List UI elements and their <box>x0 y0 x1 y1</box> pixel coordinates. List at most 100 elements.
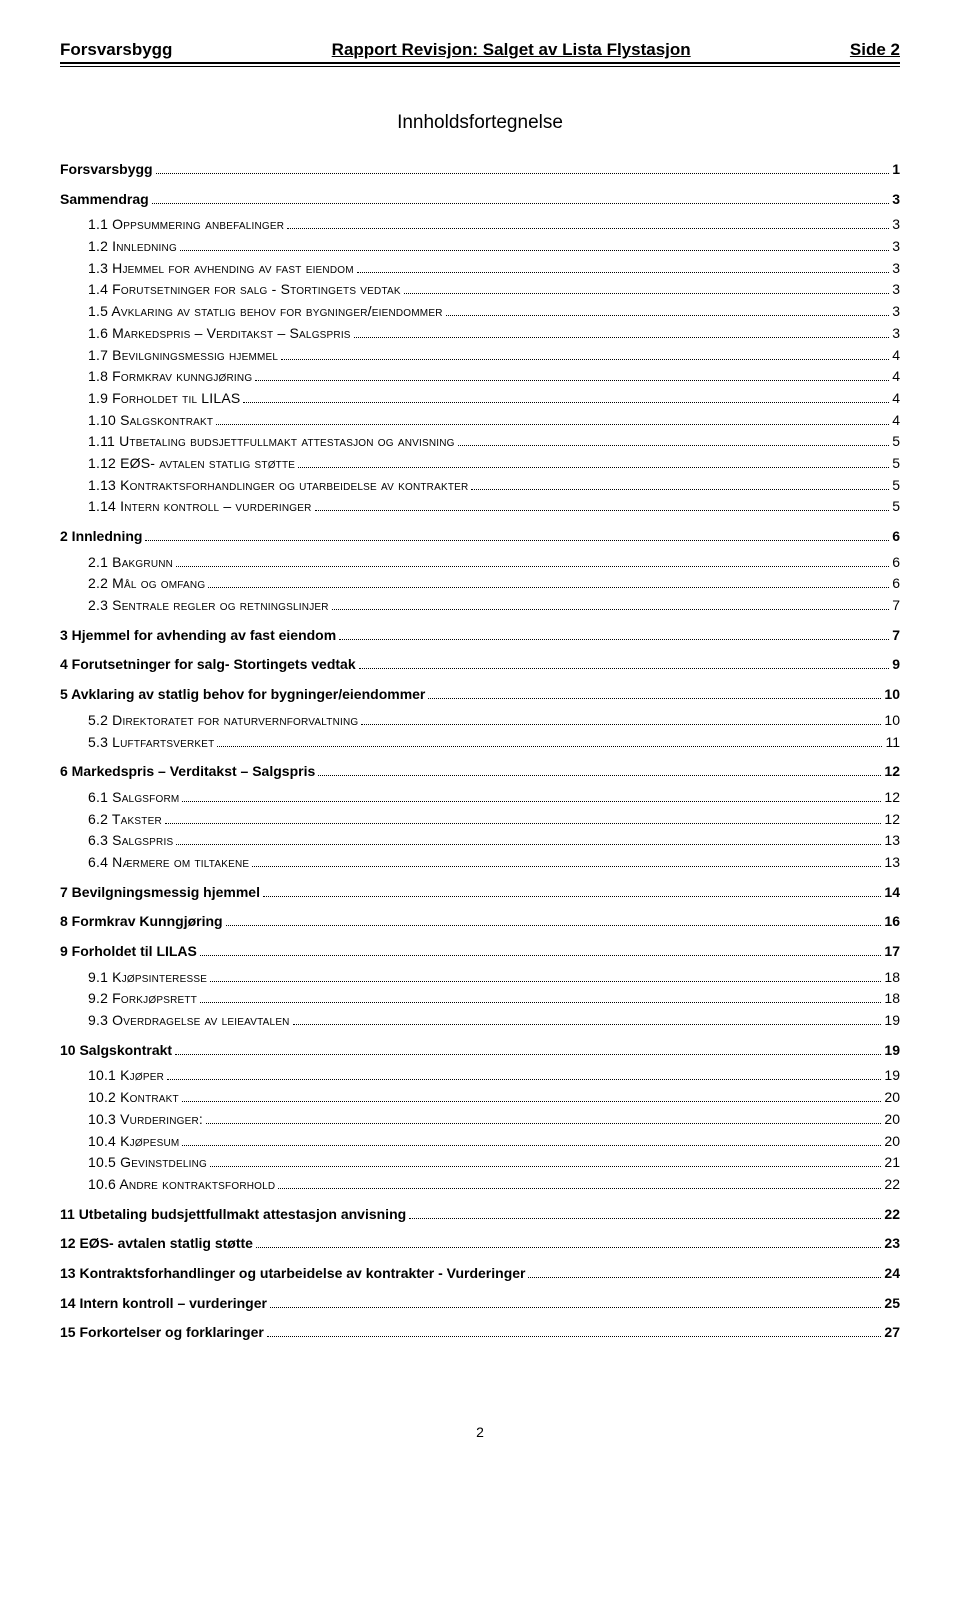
toc-entry: 1.13 Kontraktsforhandlinger og utarbeide… <box>88 475 900 497</box>
toc-page-number: 22 <box>884 1174 900 1196</box>
toc-label: 5 Avklaring av statlig behov for bygning… <box>60 684 425 706</box>
toc-entry: 1.10 Salgskontrakt 4 <box>88 410 900 432</box>
toc-page-number: 24 <box>884 1263 900 1285</box>
toc-label: 10.1 Kjøper <box>88 1065 164 1087</box>
toc-page-number: 4 <box>892 410 900 432</box>
toc-page-number: 3 <box>892 301 900 323</box>
toc-leader-dots <box>287 228 889 229</box>
toc-entry: 1.7 Bevilgningsmessig hjemmel4 <box>88 345 900 367</box>
toc-entry: 2.3 Sentrale regler og retningslinjer7 <box>88 595 900 617</box>
toc-label: 1.8 Formkrav kunngjøring <box>88 366 252 388</box>
toc-page-number: 16 <box>884 911 900 933</box>
toc-entry: 2 Innledning 6 <box>60 526 900 548</box>
toc-label: 4 Forutsetninger for salg- Stortingets v… <box>60 654 356 676</box>
toc-leader-dots <box>200 955 882 956</box>
page-header: Forsvarsbygg Rapport Revisjon: Salget av… <box>60 40 900 64</box>
toc-leader-dots <box>256 1247 881 1248</box>
toc-entry: 8 Formkrav Kunngjøring 16 <box>60 911 900 933</box>
toc-page-number: 6 <box>892 526 900 548</box>
toc-entry: 2.1 Bakgrunn 6 <box>88 552 900 574</box>
toc-page-number: 3 <box>892 236 900 258</box>
toc-entry: 1.2 Innledning3 <box>88 236 900 258</box>
toc-entry: 9.2 Forkjøpsrett18 <box>88 988 900 1010</box>
toc-entry: 10.4 Kjøpesum20 <box>88 1131 900 1153</box>
toc-page-number: 5 <box>892 475 900 497</box>
page-number: 2 <box>60 1424 900 1440</box>
toc-page-number: 3 <box>892 258 900 280</box>
toc-label: 15 Forkortelser og forklaringer <box>60 1322 264 1344</box>
toc-leader-dots <box>263 896 881 897</box>
toc-leader-dots <box>357 272 889 273</box>
toc-entry: 1.5 Avklaring av statlig behov for bygni… <box>88 301 900 323</box>
toc-leader-dots <box>528 1277 881 1278</box>
toc-label: 10.4 Kjøpesum <box>88 1131 179 1153</box>
toc-label: 2.1 Bakgrunn <box>88 552 173 574</box>
toc-leader-dots <box>216 424 889 425</box>
toc-leader-dots <box>208 587 889 588</box>
header-left: Forsvarsbygg <box>60 40 172 60</box>
toc-leader-dots <box>243 402 889 403</box>
toc-label: 12 EØS- avtalen statlig støtte <box>60 1233 253 1255</box>
toc-leader-dots <box>446 315 890 316</box>
toc-label: 8 Formkrav Kunngjøring <box>60 911 223 933</box>
toc-leader-dots <box>404 293 889 294</box>
toc-page-number: 5 <box>892 453 900 475</box>
toc-label: 9.2 Forkjøpsrett <box>88 988 197 1010</box>
toc-label: 6.2 Takster <box>88 809 162 831</box>
toc-leader-dots <box>428 698 881 699</box>
toc-entry: 1.3 Hjemmel for avhending av fast eiendo… <box>88 258 900 280</box>
toc-page-number: 23 <box>884 1233 900 1255</box>
toc-page-number: 20 <box>884 1087 900 1109</box>
toc-page-number: 10 <box>884 684 900 706</box>
toc-label: 10.6 Andre kontraktsforhold <box>88 1174 275 1196</box>
toc-entry: 4 Forutsetninger for salg- Stortingets v… <box>60 654 900 676</box>
toc-entry: 9.1 Kjøpsinteresse18 <box>88 967 900 989</box>
toc-entry: 10.2 Kontrakt20 <box>88 1087 900 1109</box>
toc-entry: 6.2 Takster12 <box>88 809 900 831</box>
toc-entry: 10.5 Gevinstdeling21 <box>88 1152 900 1174</box>
toc-label: 1.6 Markedspris – Verditakst – Salgspris <box>88 323 351 345</box>
toc-label: 9 Forholdet til LILAS <box>60 941 197 963</box>
toc-entry: 13 Kontraktsforhandlinger og utarbeidels… <box>60 1263 900 1285</box>
toc-label: 2.2 Mål og omfang <box>88 573 205 595</box>
toc-entry: 5.2 Direktoratet for naturvernforvaltnin… <box>88 710 900 732</box>
toc-label: 9.1 Kjøpsinteresse <box>88 967 207 989</box>
toc-entry: 5 Avklaring av statlig behov for bygning… <box>60 684 900 706</box>
toc-page-number: 5 <box>892 496 900 518</box>
toc-page-number: 20 <box>884 1109 900 1131</box>
toc-label: 1.4 Forutsetninger for salg - Stortinget… <box>88 279 401 301</box>
toc-label: 10.3 Vurderinger: <box>88 1109 203 1131</box>
toc-label: 1.13 Kontraktsforhandlinger og utarbeide… <box>88 475 468 497</box>
toc-label: 6.1 Salgsform <box>88 787 179 809</box>
toc-page-number: 3 <box>892 214 900 236</box>
toc-entry: 9 Forholdet til LILAS17 <box>60 941 900 963</box>
toc-leader-dots <box>200 1002 881 1003</box>
toc-leader-dots <box>409 1218 881 1219</box>
toc-leader-dots <box>167 1079 881 1080</box>
toc-entry: 9.3 Overdragelse av leieavtalen19 <box>88 1010 900 1032</box>
toc-entry: 2.2 Mål og omfang6 <box>88 573 900 595</box>
toc-entry: 6.1 Salgsform12 <box>88 787 900 809</box>
toc-label: 1.10 Salgskontrakt <box>88 410 213 432</box>
toc-entry: 1.14 Intern kontroll – vurderinger5 <box>88 496 900 518</box>
toc-label: 1.7 Bevilgningsmessig hjemmel <box>88 345 278 367</box>
toc-page-number: 27 <box>884 1322 900 1344</box>
toc-page-number: 19 <box>884 1065 900 1087</box>
toc-leader-dots <box>278 1188 881 1189</box>
toc-page-number: 7 <box>892 595 900 617</box>
header-divider <box>60 64 900 67</box>
toc-entry: 1.9 Forholdet til LILAS4 <box>88 388 900 410</box>
toc-entry: 1.8 Formkrav kunngjøring4 <box>88 366 900 388</box>
toc-label: 6.4 Nærmere om tiltakene <box>88 852 249 874</box>
toc-label: 2 Innledning <box>60 526 142 548</box>
document-page: Forsvarsbygg Rapport Revisjon: Salget av… <box>0 0 960 1470</box>
toc-entry: 10.3 Vurderinger: 20 <box>88 1109 900 1131</box>
toc-entry: 10.1 Kjøper 19 <box>88 1065 900 1087</box>
toc-leader-dots <box>458 445 890 446</box>
toc-label: 3 Hjemmel for avhending av fast eiendom <box>60 625 336 647</box>
toc-label: Sammendrag <box>60 189 149 211</box>
toc-leader-dots <box>471 489 889 490</box>
toc-page-number: 10 <box>884 710 900 732</box>
toc-leader-dots <box>182 1145 881 1146</box>
toc-page-number: 6 <box>892 552 900 574</box>
